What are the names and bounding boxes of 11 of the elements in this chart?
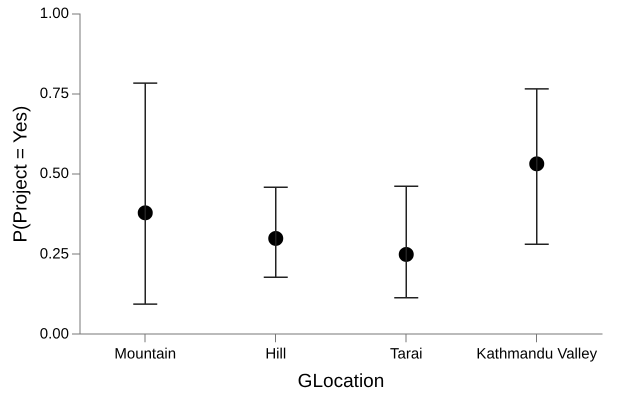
x-axis-title: GLocation (298, 370, 384, 392)
x-tick-label: Hill (265, 345, 286, 362)
x-tick-label: Kathmandu Valley (476, 345, 598, 362)
x-tick-label: Mountain (114, 345, 176, 362)
y-tick-label: 0.00 (40, 325, 69, 342)
y-tick-label: 0.25 (40, 245, 69, 262)
y-tick-label: 0.75 (40, 85, 69, 102)
y-axis-title: P(Project = Yes) (10, 106, 32, 242)
y-tick-label: 0.50 (40, 165, 69, 182)
x-tick-label: Tarai (390, 345, 423, 362)
y-tick-label: 1.00 (40, 5, 69, 22)
